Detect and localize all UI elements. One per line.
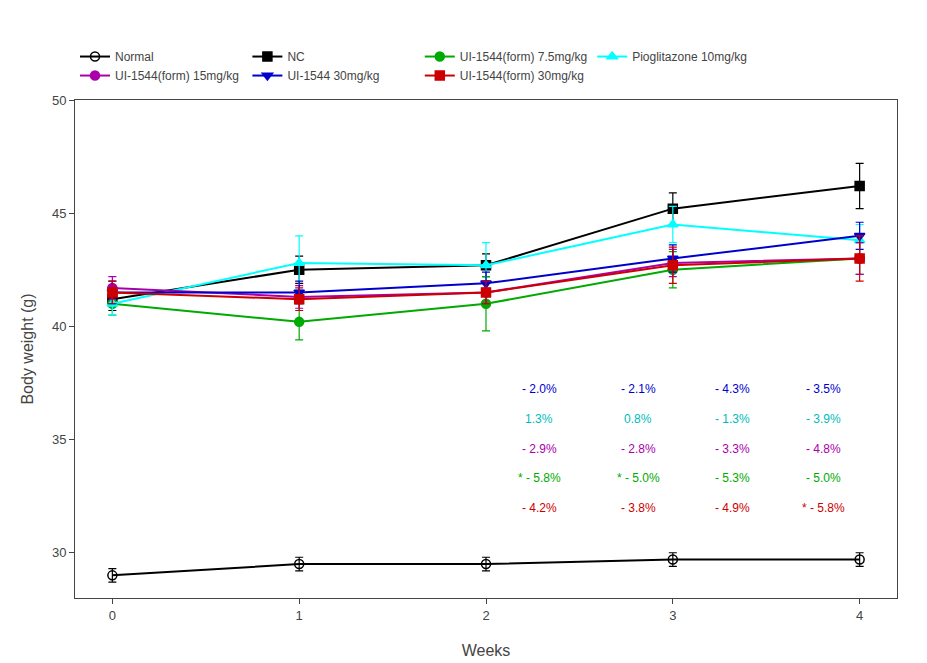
- svg-text:- 3.3%: - 3.3%: [715, 442, 750, 456]
- svg-text:* - 5.8%: * - 5.8%: [518, 471, 561, 485]
- svg-text:UI-1544(form) 30mg/kg: UI-1544(form) 30mg/kg: [460, 69, 584, 83]
- svg-text:- 4.8%: - 4.8%: [806, 442, 841, 456]
- svg-text:* - 5.8%: * - 5.8%: [802, 501, 845, 515]
- svg-text:0.8%: 0.8%: [624, 412, 652, 426]
- svg-text:- 3.8%: - 3.8%: [621, 501, 656, 515]
- svg-text:50: 50: [52, 93, 66, 108]
- svg-text:- 3.5%: - 3.5%: [806, 382, 841, 396]
- svg-text:1.3%: 1.3%: [525, 412, 553, 426]
- svg-text:- 2.0%: - 2.0%: [522, 382, 557, 396]
- svg-text:UI-1544 30mg/kg: UI-1544 30mg/kg: [287, 69, 379, 83]
- svg-text:Weeks: Weeks: [462, 642, 511, 659]
- svg-text:* - 5.0%: * - 5.0%: [617, 471, 660, 485]
- svg-text:3: 3: [669, 608, 676, 623]
- svg-text:2: 2: [482, 608, 489, 623]
- svg-text:Body weight (g): Body weight (g): [19, 293, 36, 404]
- svg-text:- 2.9%: - 2.9%: [522, 442, 557, 456]
- svg-text:- 5.0%: - 5.0%: [806, 471, 841, 485]
- svg-text:UI-1544(form) 7.5mg/kg: UI-1544(form) 7.5mg/kg: [460, 50, 587, 64]
- svg-text:- 2.1%: - 2.1%: [621, 382, 656, 396]
- svg-text:30: 30: [52, 545, 66, 560]
- svg-text:35: 35: [52, 432, 66, 447]
- svg-text:UI-1544(form) 15mg/kg: UI-1544(form) 15mg/kg: [115, 69, 239, 83]
- svg-text:Pioglitazone 10mg/kg: Pioglitazone 10mg/kg: [632, 50, 747, 64]
- svg-text:- 3.9%: - 3.9%: [806, 412, 841, 426]
- svg-text:- 4.2%: - 4.2%: [522, 501, 557, 515]
- svg-text:- 2.8%: - 2.8%: [621, 442, 656, 456]
- svg-text:45: 45: [52, 206, 66, 221]
- svg-text:- 1.3%: - 1.3%: [715, 412, 750, 426]
- svg-text:40: 40: [52, 319, 66, 334]
- svg-text:NC: NC: [287, 50, 305, 64]
- svg-text:- 5.3%: - 5.3%: [715, 471, 750, 485]
- svg-text:1: 1: [296, 608, 303, 623]
- svg-text:Normal: Normal: [115, 50, 154, 64]
- svg-text:4: 4: [856, 608, 863, 623]
- svg-text:- 4.9%: - 4.9%: [715, 501, 750, 515]
- svg-text:0: 0: [109, 608, 116, 623]
- svg-text:- 4.3%: - 4.3%: [715, 382, 750, 396]
